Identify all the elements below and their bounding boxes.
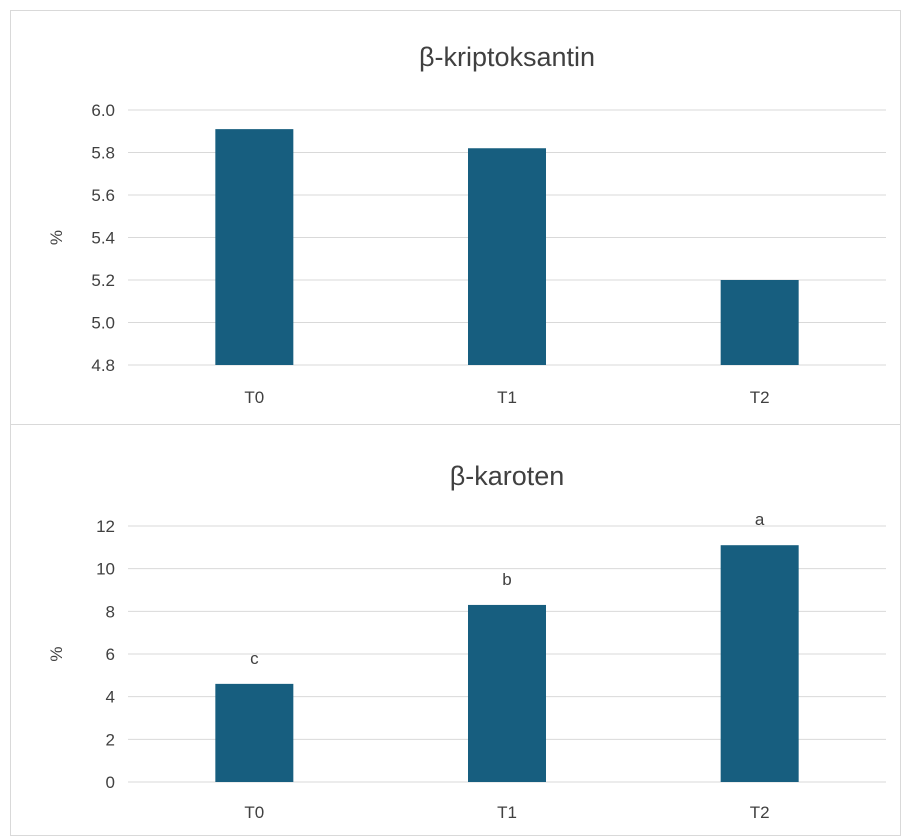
x-tick-label: T0 bbox=[244, 388, 264, 407]
y-tick-label: 6.0 bbox=[91, 101, 115, 120]
y-tick-label: 5.4 bbox=[91, 229, 115, 248]
x-tick-label: T0 bbox=[244, 803, 264, 822]
x-tick-label: T1 bbox=[497, 388, 517, 407]
chart-panel-kriptoksantin: β-kriptoksantin% 4.8 5.0 5.2 5.4 5.6 5.8 6.0 T0 T… bbox=[10, 10, 901, 425]
bar bbox=[215, 129, 294, 365]
y-tick-label: 0 bbox=[106, 773, 115, 792]
x-tick-label: T1 bbox=[497, 803, 517, 822]
y-tick-label: 5.0 bbox=[91, 314, 115, 333]
bar bbox=[720, 280, 799, 365]
y-tick-label: 2 bbox=[106, 730, 115, 749]
y-tick-label: 10 bbox=[96, 560, 115, 579]
data-label: b bbox=[502, 570, 511, 589]
y-tick-label: 6 bbox=[106, 645, 115, 664]
chart-kriptoksantin: β-kriptoksantin% 4.8 5.0 5.2 5.4 5.6 5.8 6.0 T0 T… bbox=[47, 42, 886, 407]
data-label: c bbox=[250, 649, 259, 668]
x-tick-label: T2 bbox=[750, 803, 770, 822]
chart-title: β-kriptoksantin bbox=[419, 42, 595, 72]
y-axis-label: % bbox=[47, 230, 66, 245]
y-tick-label: 8 bbox=[106, 602, 115, 621]
x-tick-label: T2 bbox=[750, 388, 770, 407]
y-tick-label: 4 bbox=[106, 688, 115, 707]
data-label: a bbox=[755, 510, 765, 529]
y-tick-label: 5.2 bbox=[91, 271, 115, 290]
bar bbox=[468, 148, 546, 365]
y-tick-label: 12 bbox=[96, 517, 115, 536]
y-tick-label: 5.8 bbox=[91, 144, 115, 163]
bar bbox=[468, 604, 546, 782]
bar bbox=[720, 545, 799, 782]
y-tick-label: 4.8 bbox=[91, 356, 115, 375]
chart-karoten: β-karoten% 0 2 4 6 8 10 12 T0 c T1 b T2 a bbox=[47, 461, 886, 822]
chart-panel-karoten: β-karoten% 0 2 4 6 8 10 12 T0 c T1 b T2 a bbox=[10, 424, 901, 836]
y-axis-label: % bbox=[47, 646, 66, 661]
bar bbox=[215, 683, 294, 782]
y-tick-label: 5.6 bbox=[91, 186, 115, 205]
chart-title: β-karoten bbox=[450, 461, 565, 491]
